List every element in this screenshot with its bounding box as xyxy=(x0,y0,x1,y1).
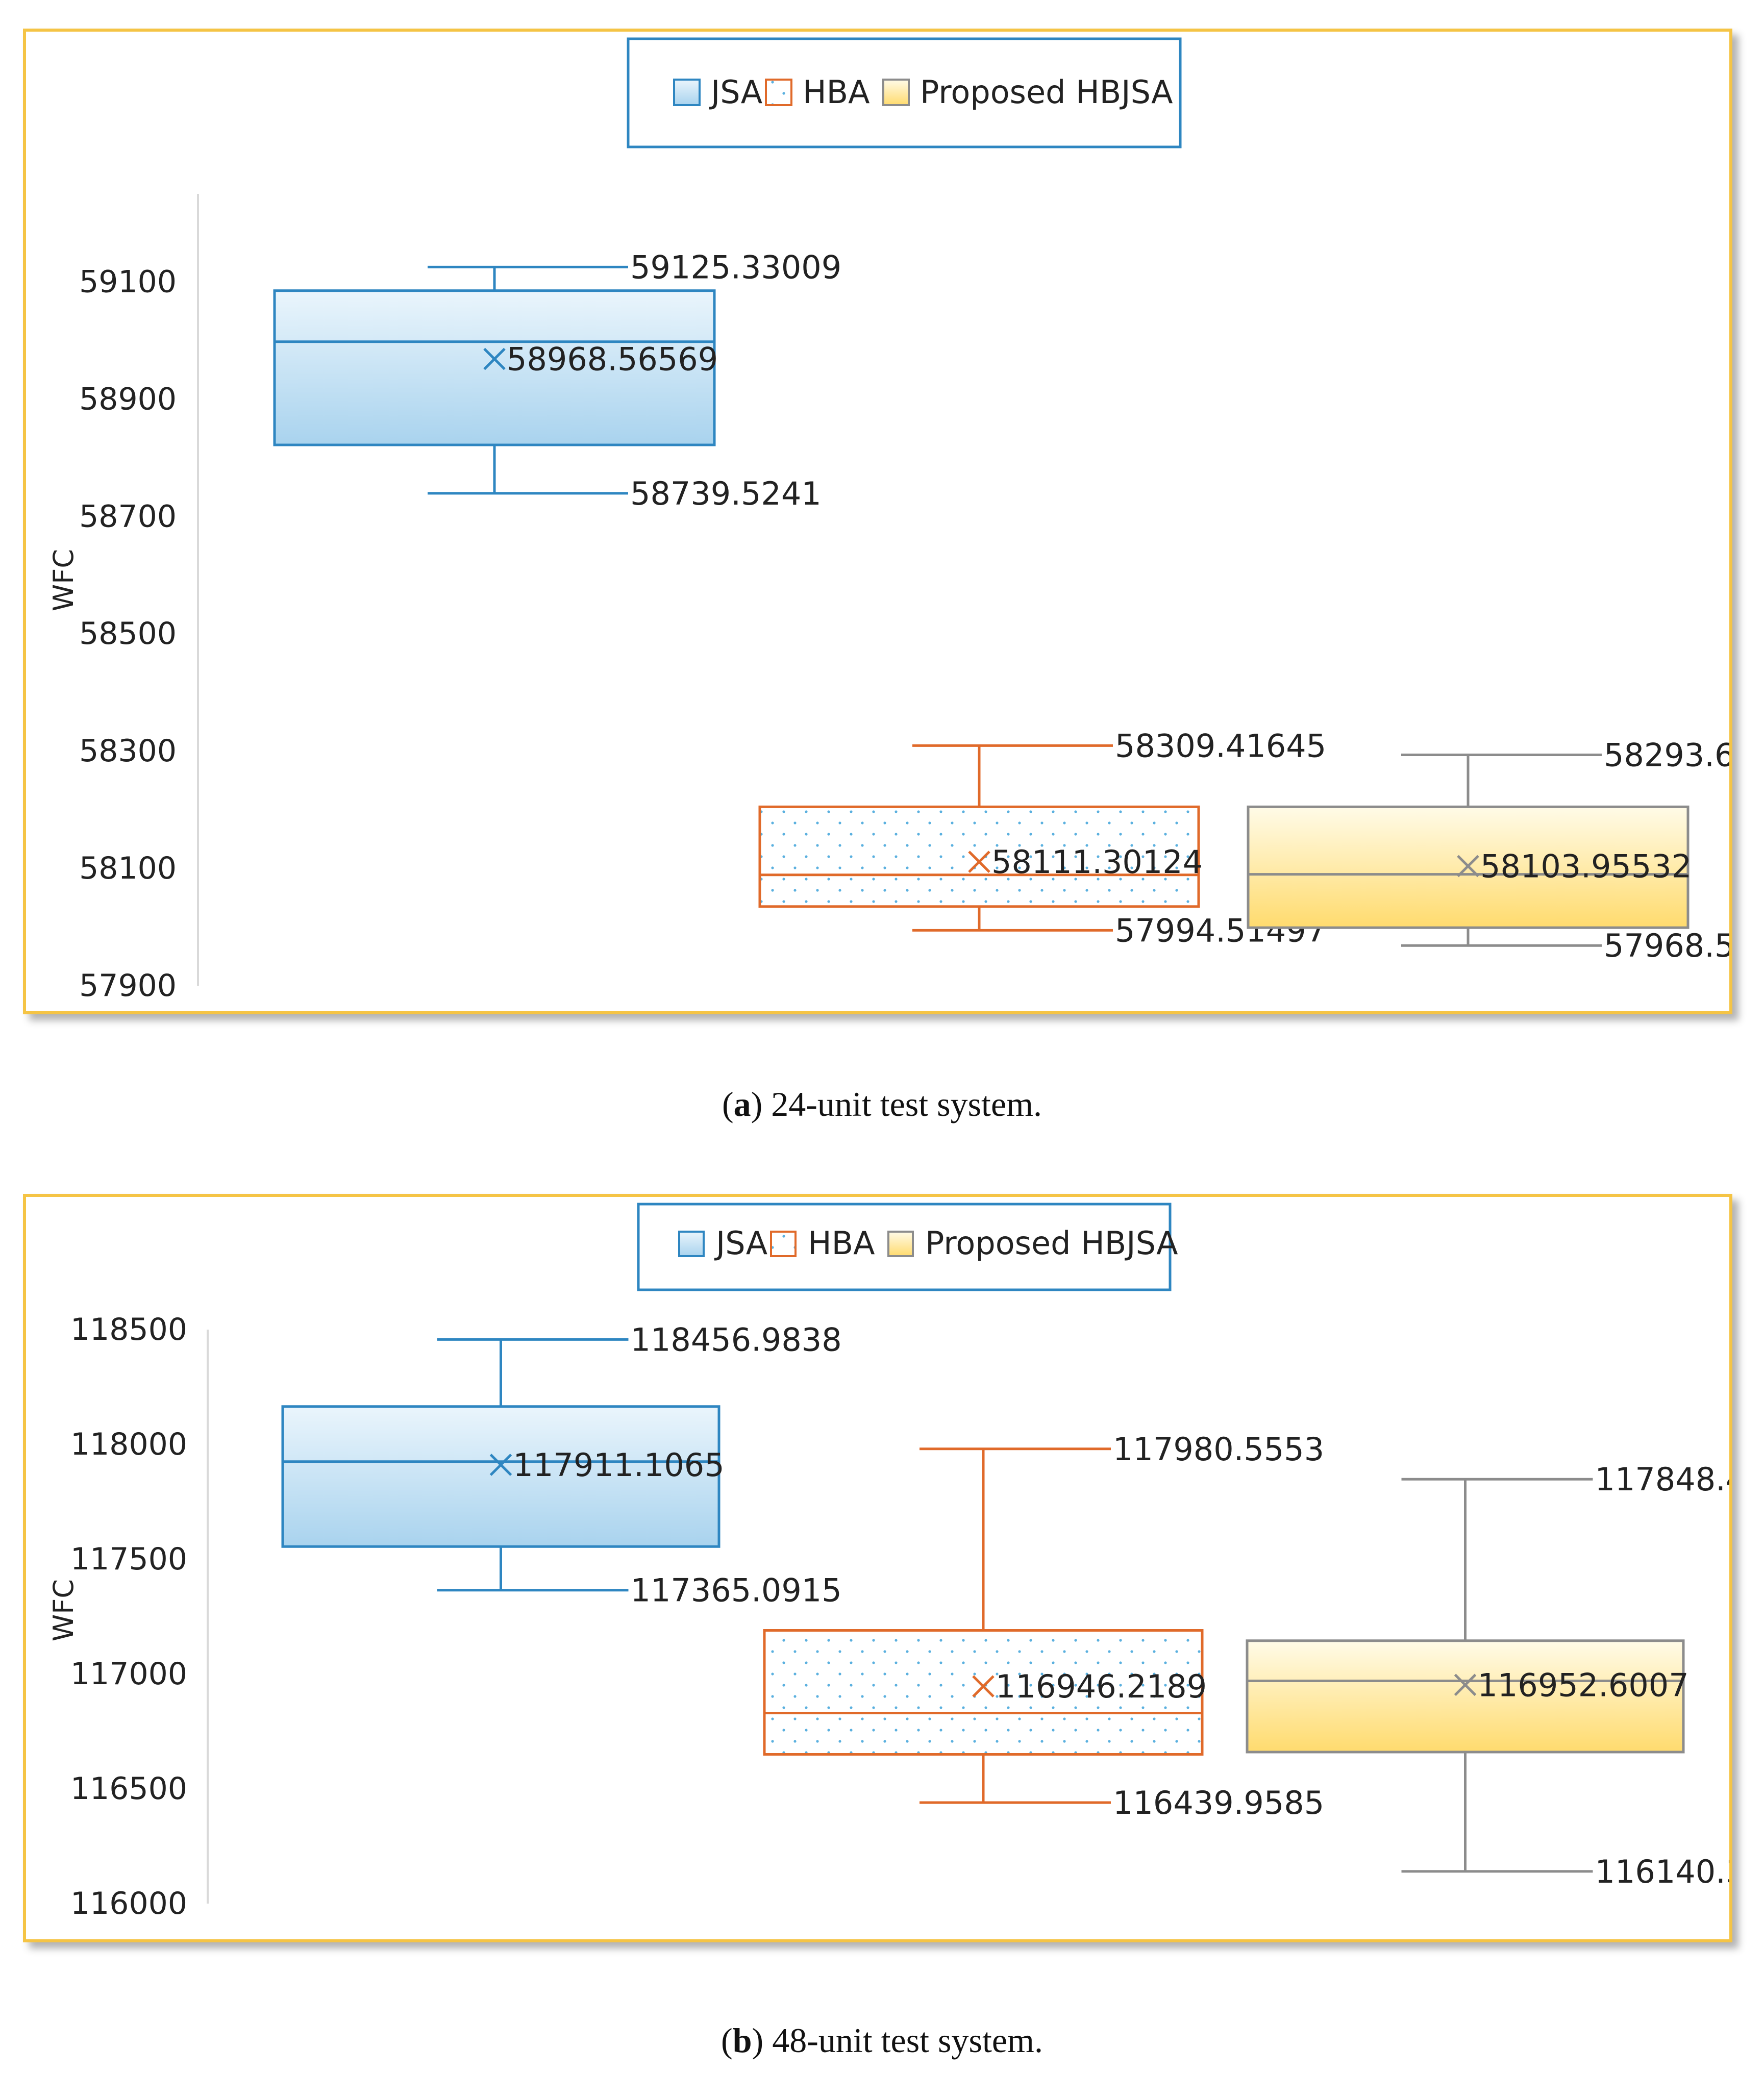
mean-marker xyxy=(1457,855,1479,878)
mean-marker xyxy=(489,1454,512,1476)
box-hba: 117980.5553 116439.9585 116946.2189 xyxy=(763,1431,1324,1821)
legend-swatch-jsa xyxy=(678,1231,705,1257)
box-jsa: 118456.9838 117365.0915 117911.1065 xyxy=(281,1321,842,1609)
box-jsa: 59125.33009 58739.5241 58968.56569 xyxy=(273,248,841,512)
legend-swatch-jsa xyxy=(673,79,701,106)
mean-label: 117911.1065 xyxy=(513,1446,725,1484)
legend-swatch-hba xyxy=(770,1231,797,1257)
max-label: 117848.4343 xyxy=(1595,1461,1730,1498)
legend: JSA HBA Proposed HBJSA xyxy=(637,1203,1178,1291)
caption-b: (b) 48-unit test system. xyxy=(721,2021,1043,2060)
y-axis-label: WFC xyxy=(47,1579,80,1641)
box-plot-24-unit: JSA HBA Proposed HBJSA 57900 58100 58300 58500… xyxy=(47,37,1729,1004)
caption-a: (a) 24-unit test system. xyxy=(722,1085,1042,1123)
y-tick-label: 57900 xyxy=(79,968,177,1004)
caption-a-text: 24-unit test system. xyxy=(771,1085,1042,1123)
max-label: 118456.9838 xyxy=(631,1321,842,1358)
y-tick-label: 118500 xyxy=(70,1312,187,1347)
mean-marker xyxy=(1454,1673,1477,1696)
y-tick-label: 117000 xyxy=(70,1656,187,1692)
iqr-box xyxy=(758,805,1200,908)
max-label: 117980.5553 xyxy=(1113,1431,1324,1468)
mean-marker xyxy=(968,851,990,873)
box-hbjsa: 117848.4343 116140.3351 116952.6007 xyxy=(1246,1461,1730,1890)
y-tick-label: 58100 xyxy=(79,851,177,886)
max-label: 58309.41645 xyxy=(1115,727,1326,764)
legend-swatch-hbjsa xyxy=(882,79,910,106)
box-hbjsa: 58293.60577 57968.53988 58103.95532 xyxy=(1247,736,1729,964)
legend-label-hbjsa: Proposed HBJSA xyxy=(920,73,1173,111)
iqr-box xyxy=(273,289,716,446)
legend-label-jsa: JSA xyxy=(714,1225,767,1262)
mean-label: 116952.6007 xyxy=(1478,1666,1689,1704)
max-label: 59125.33009 xyxy=(630,248,841,286)
y-tick-label: 58300 xyxy=(79,733,177,769)
mean-marker xyxy=(972,1675,995,1697)
box-plot-48-unit: JSA HBA Proposed HBJSA 116000 116500 117000 11… xyxy=(47,1203,1730,1921)
legend-label-hbjsa: Proposed HBJSA xyxy=(925,1225,1178,1262)
iqr-box xyxy=(1246,1639,1685,1754)
mean-marker xyxy=(483,347,506,370)
max-label: 58293.60577 xyxy=(1604,736,1729,773)
min-label: 117365.0915 xyxy=(631,1572,842,1609)
y-tick-label: 117500 xyxy=(70,1541,187,1577)
iqr-box xyxy=(281,1405,720,1548)
mean-label: 116946.2189 xyxy=(996,1668,1207,1705)
y-tick-label: 116500 xyxy=(70,1771,187,1807)
chart-panel-b: JSA HBA Proposed HBJSA 116000 116500 117000 11… xyxy=(23,1194,1732,1942)
legend-label-hba: HBA xyxy=(808,1225,875,1262)
legend-swatch-hbjsa xyxy=(887,1231,914,1257)
y-tick-label: 118000 xyxy=(70,1427,187,1462)
y-tick-label: 116000 xyxy=(70,1886,187,1921)
min-label: 58739.5241 xyxy=(630,475,822,512)
min-label: 116140.3351 xyxy=(1595,1853,1730,1890)
legend-label-jsa: JSA xyxy=(709,73,762,111)
legend-label-hba: HBA xyxy=(803,73,870,111)
iqr-box xyxy=(763,1629,1204,1756)
y-tick-label: 59100 xyxy=(79,264,177,299)
mean-label: 58968.56569 xyxy=(507,341,718,378)
y-axis-label: WFC xyxy=(47,549,80,611)
y-tick-label: 58900 xyxy=(79,381,177,417)
chart-panel-a: JSA HBA Proposed HBJSA 57900 58100 58300 58500… xyxy=(23,29,1732,1014)
legend: JSA HBA Proposed HBJSA xyxy=(627,37,1182,148)
caption-b-text: 48-unit test system. xyxy=(772,2021,1043,2060)
mean-label: 58103.95532 xyxy=(1480,848,1692,885)
y-tick-label: 58700 xyxy=(79,498,177,534)
min-label: 116439.9585 xyxy=(1113,1784,1324,1821)
legend-swatch-hba xyxy=(765,79,792,106)
mean-label: 58111.30124 xyxy=(991,843,1203,881)
caption-a-letter: a xyxy=(733,1085,751,1123)
y-tick-label: 58500 xyxy=(79,616,177,652)
caption-b-letter: b xyxy=(732,2021,752,2060)
min-label: 57968.53988 xyxy=(1604,927,1729,964)
